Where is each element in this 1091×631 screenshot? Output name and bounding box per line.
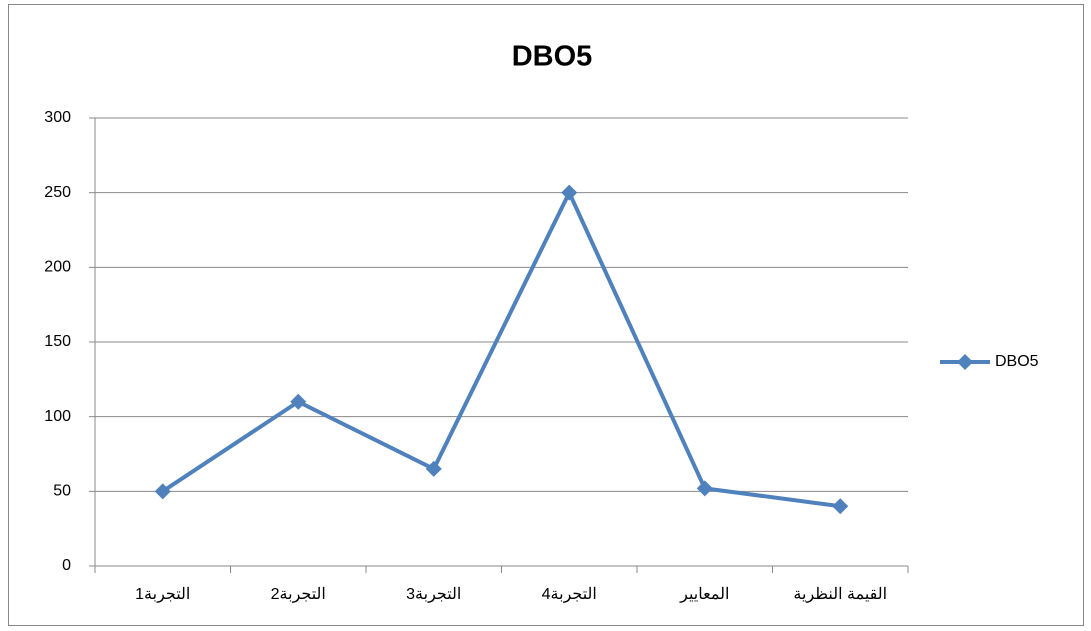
marker	[832, 498, 849, 515]
chart-border	[8, 4, 1084, 626]
y-tick-label: 0	[62, 557, 71, 574]
y-tick-label: 150	[44, 333, 71, 350]
marker	[425, 460, 442, 477]
y-tick-label: 50	[53, 483, 71, 500]
x-tick-label: التجربة3	[406, 586, 461, 603]
marker	[696, 480, 713, 497]
y-tick-label: 200	[44, 259, 71, 276]
y-tick-label: 250	[44, 184, 71, 201]
x-tick-label: التجربة4	[542, 586, 597, 603]
chart-title: DBO5	[512, 41, 593, 73]
x-tick-label: التجربة1	[135, 586, 190, 603]
x-tick-label: المعايير	[679, 586, 729, 603]
marker	[561, 184, 578, 201]
legend-marker	[957, 354, 973, 370]
x-tick-label: التجربة2	[271, 586, 326, 603]
marker	[154, 483, 171, 500]
y-tick-label: 300	[44, 109, 71, 126]
series-line	[161, 190, 841, 509]
legend-label: DBO5	[995, 353, 1039, 370]
marker	[290, 393, 307, 410]
x-tick-label: القيمة النظرية	[793, 586, 887, 603]
y-tick-label: 100	[44, 408, 71, 425]
